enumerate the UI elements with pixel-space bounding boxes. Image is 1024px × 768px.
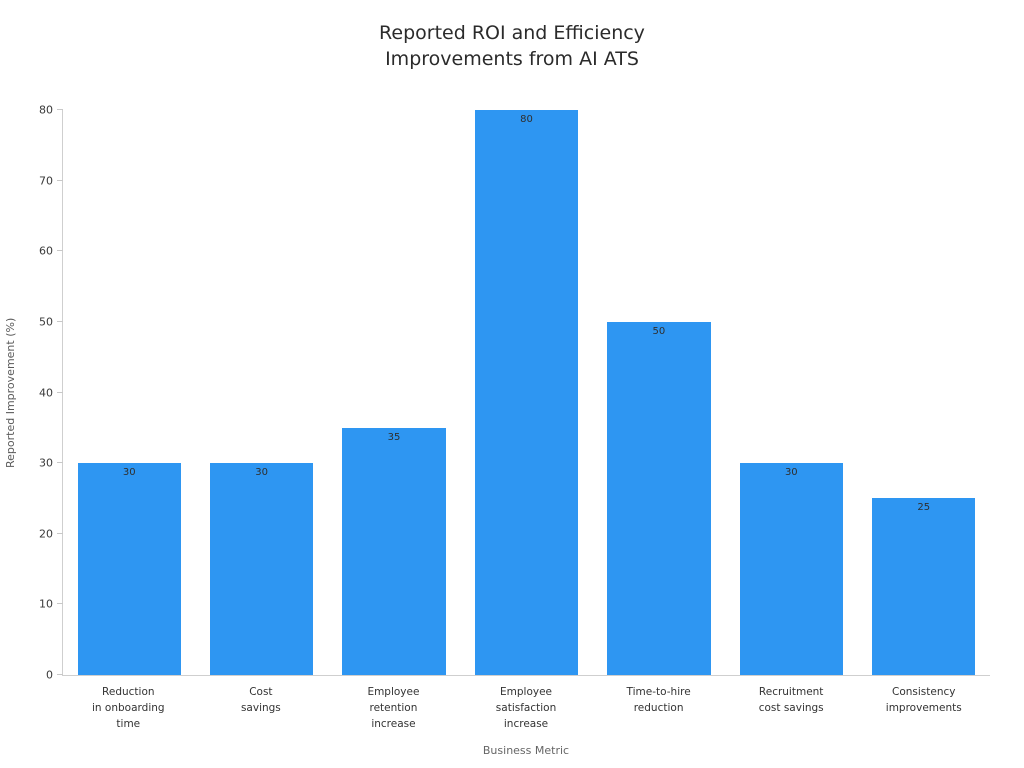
bar-slot: 30 xyxy=(725,110,857,675)
bar-value-label: 25 xyxy=(917,502,931,514)
bar-value-label: 50 xyxy=(652,325,666,337)
y-tick-label: 70 xyxy=(39,174,53,188)
x-category-label: Employee retention increase xyxy=(367,686,420,730)
y-tick-label: 60 xyxy=(39,244,53,258)
y-tick-mark xyxy=(57,320,63,322)
bar: 30 xyxy=(739,463,843,675)
bar: 80 xyxy=(474,110,579,675)
x-category-label: Cost savings xyxy=(240,686,281,714)
y-tick-label: 0 xyxy=(46,668,53,682)
bar-slot: 50 xyxy=(593,110,725,675)
y-tick-mark xyxy=(57,109,63,110)
x-category-label: Consistency improvements xyxy=(885,686,962,714)
x-category-label: Employee satisfaction increase xyxy=(495,686,557,730)
x-category-label: Reduction in onboarding time xyxy=(92,686,165,730)
bars-container: 30 30 35 80 50 30 25 xyxy=(63,110,990,675)
y-tick-label: 50 xyxy=(39,315,53,329)
plot-area: 30 30 35 80 50 30 25 0 10 20 30 40 50 60 70 80 xyxy=(39,105,990,681)
y-tick-label: 20 xyxy=(39,527,53,541)
x-category-label: Recruitment cost savings xyxy=(758,686,824,714)
bar: 30 xyxy=(209,463,314,675)
y-tick-mark xyxy=(57,674,63,675)
y-tick-label: 30 xyxy=(39,456,53,470)
bar: 50 xyxy=(607,321,711,675)
bar-value-label: 30 xyxy=(122,467,136,479)
bar-slot: 25 xyxy=(858,110,990,675)
bar-slot: 80 xyxy=(460,110,592,675)
y-tick-mark xyxy=(57,603,63,605)
chart-title: Reported ROI and Efficiency Improvements… xyxy=(379,22,645,70)
bar-slot: 30 xyxy=(63,110,195,675)
bar: 30 xyxy=(77,463,181,675)
x-axis-category-labels: Reduction in onboarding time Cost savings… xyxy=(62,684,990,732)
x-category-label: Time-to-hire reduction xyxy=(626,686,691,714)
y-tick-label: 80 xyxy=(39,103,53,117)
y-tick-mark xyxy=(57,179,63,181)
x-axis-label: Business Metric xyxy=(482,744,570,757)
bar-value-label: 35 xyxy=(387,431,401,443)
y-tick-label: 10 xyxy=(39,597,53,611)
bar: 35 xyxy=(342,427,446,675)
y-axis-label: Reported Improvement (%) xyxy=(4,317,17,469)
y-tick-mark xyxy=(57,462,63,464)
y-tick-mark xyxy=(57,532,63,534)
y-tick-label: 40 xyxy=(39,386,53,399)
bar-slot: 35 xyxy=(328,110,460,675)
y-tick-mark xyxy=(57,391,63,393)
bar-value-label: 30 xyxy=(784,467,798,479)
bar: 25 xyxy=(872,498,976,675)
bar-slot: 30 xyxy=(195,110,327,675)
bar-value-label: 80 xyxy=(520,114,533,125)
bar-value-label: 30 xyxy=(255,467,268,479)
y-tick-mark xyxy=(57,250,63,252)
